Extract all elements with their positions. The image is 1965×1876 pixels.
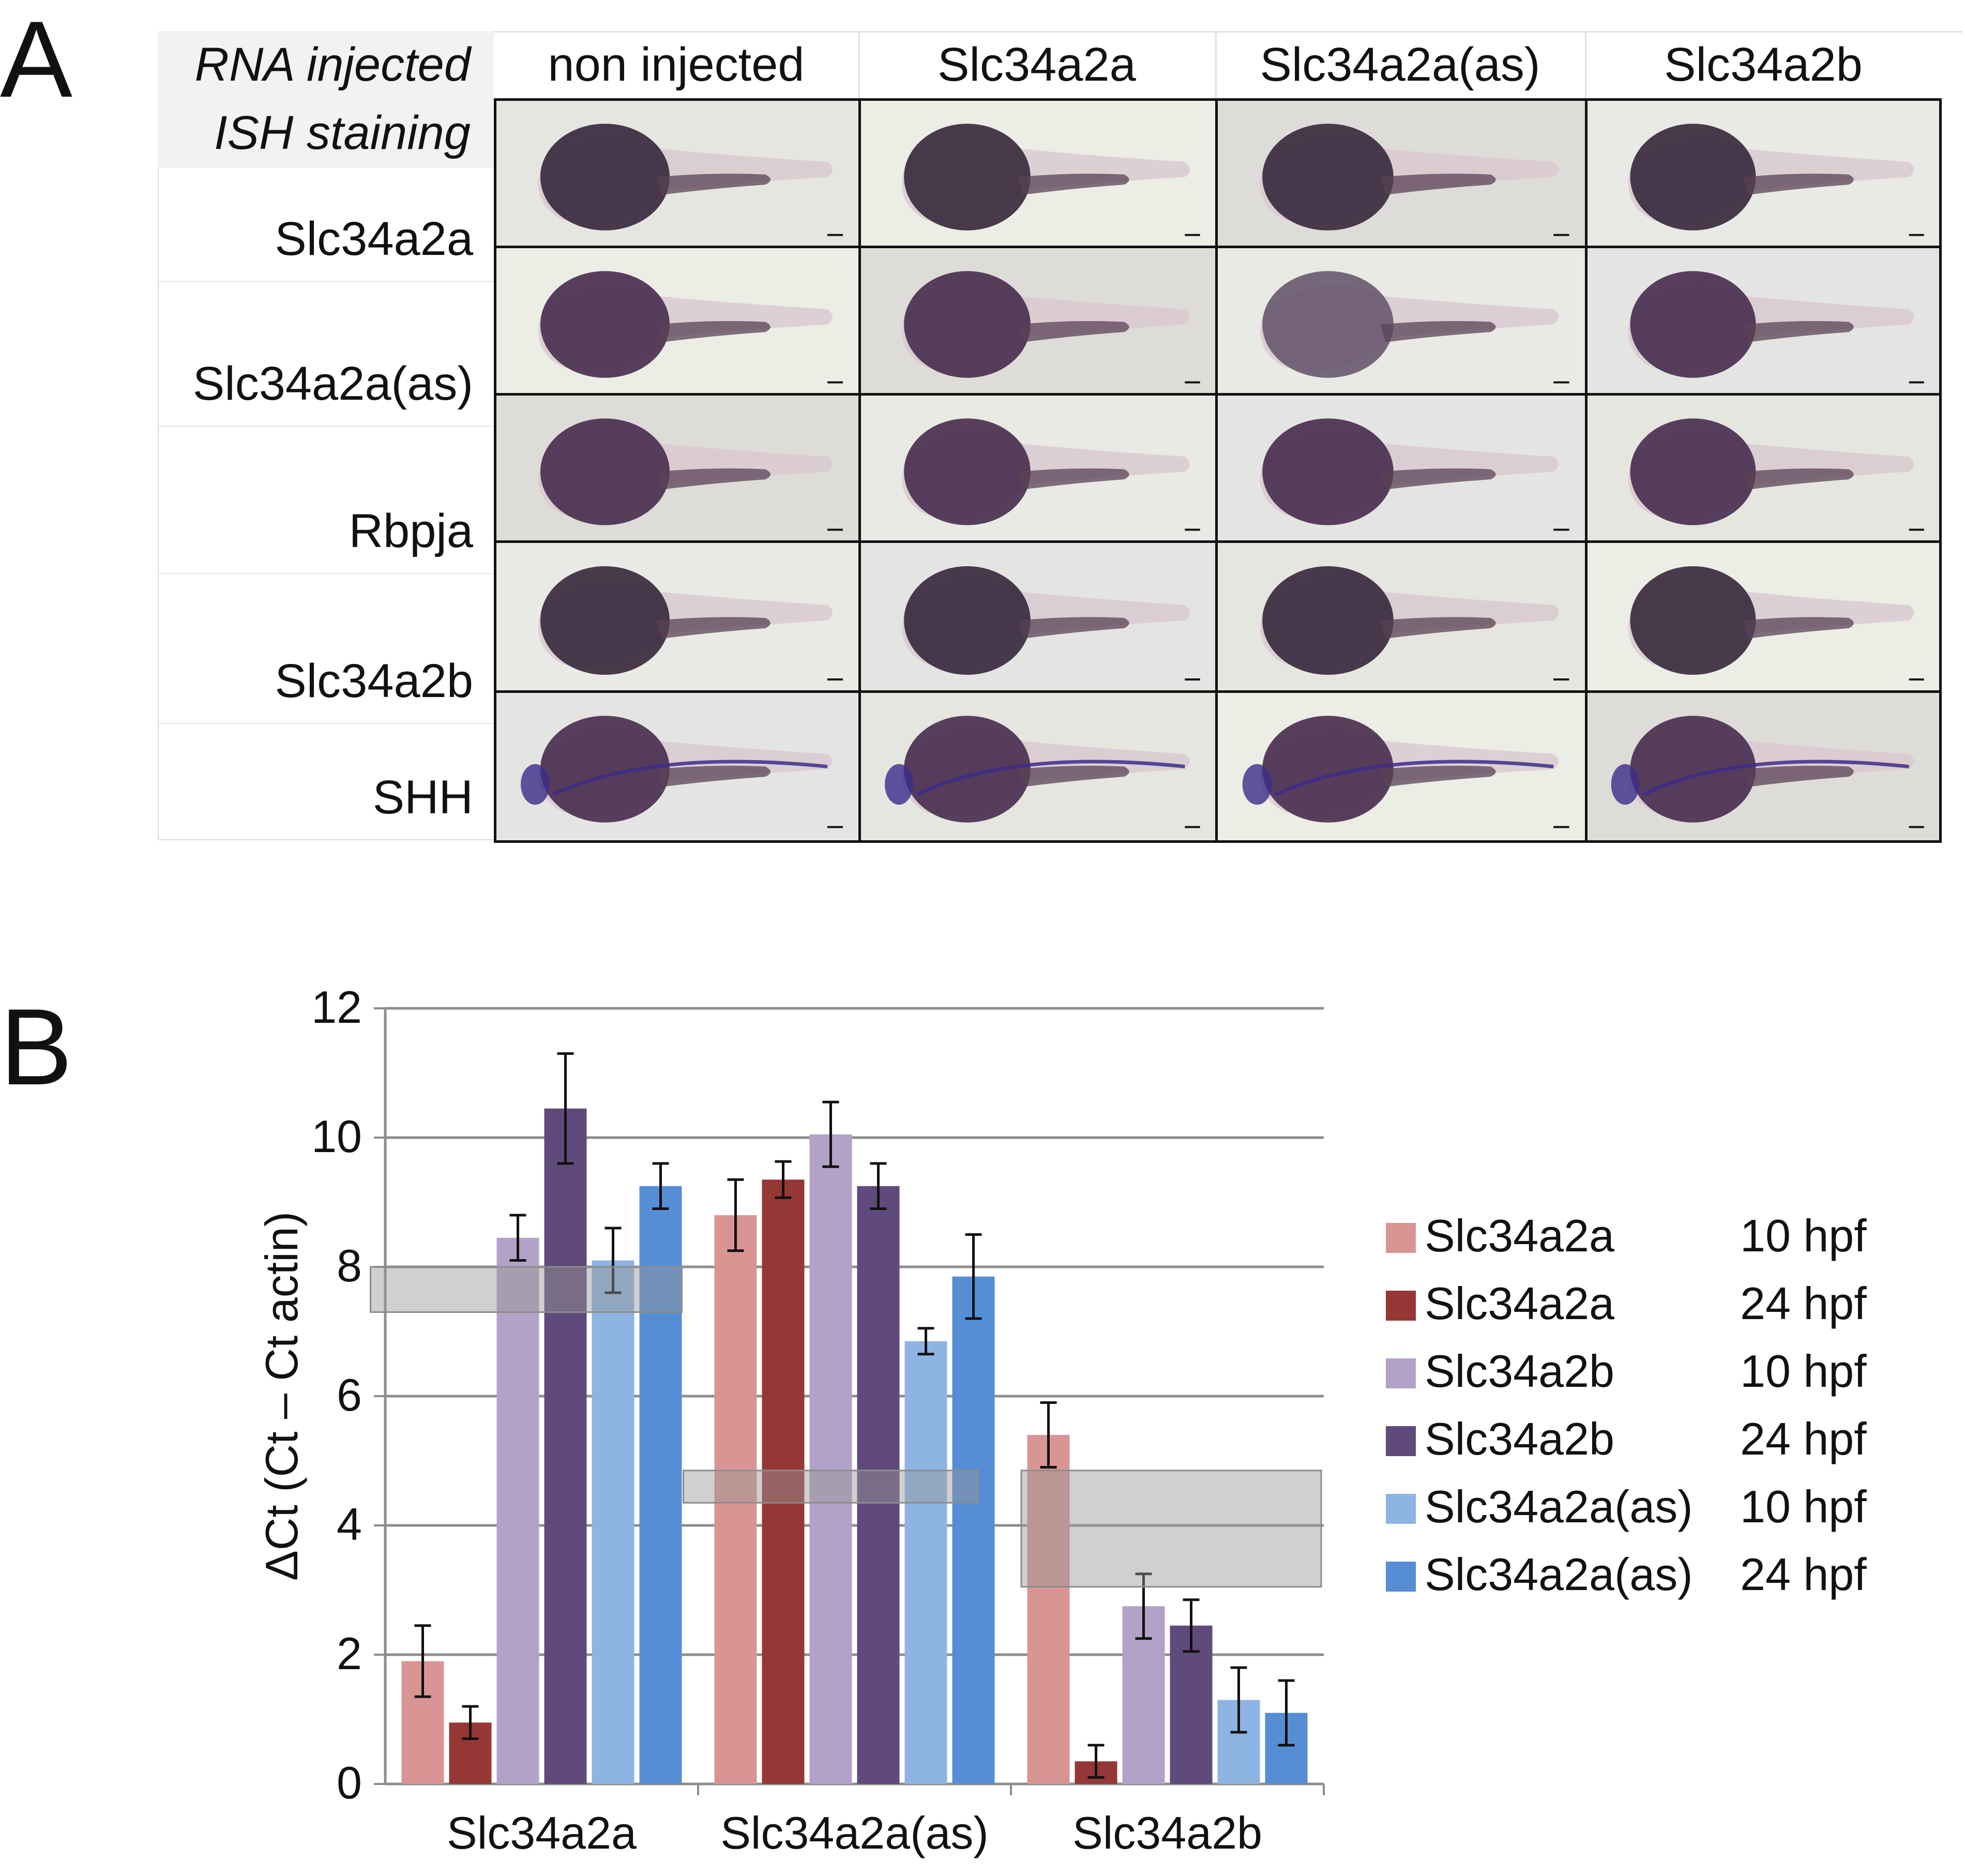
legend-swatch bbox=[1386, 1223, 1416, 1253]
y-axis-label: ΔCt (Ct – Ct actin) bbox=[256, 1212, 307, 1581]
column-header-non-injected: non injected bbox=[548, 38, 805, 91]
embryo-image-shh-slc34a2a-as bbox=[1215, 690, 1588, 843]
legend-swatch bbox=[1386, 1562, 1416, 1592]
row-label-slc34a2a: Slc34a2a bbox=[158, 168, 494, 282]
legend-swatch bbox=[1386, 1426, 1416, 1456]
legend-label: Slc34a2b bbox=[1425, 1345, 1614, 1397]
embryo-image-shh-slc34a2b bbox=[1585, 690, 1942, 843]
legend-stage: 10 hpf bbox=[1740, 1210, 1867, 1261]
embryo-image-slc34a2a-slc34a2a bbox=[858, 98, 1218, 251]
column-header-slc34a2a: Slc34a2a bbox=[938, 38, 1136, 91]
panel-b-letter: B bbox=[0, 986, 73, 1108]
column-separator bbox=[1585, 31, 1586, 98]
bar bbox=[809, 1134, 852, 1784]
legend-stage: 24 hpf bbox=[1740, 1549, 1867, 1600]
legend-stage: 10 hpf bbox=[1740, 1345, 1867, 1397]
legend-label: Slc34a2a bbox=[1425, 1210, 1614, 1261]
row-label-rbpja: Rbpja bbox=[158, 427, 494, 574]
embryo-image-slc34a2b-slc34a2a-as bbox=[1215, 540, 1588, 695]
bar bbox=[714, 1215, 757, 1784]
chart-svg: 0 2 4 6 8 10 12 ΔCt (Ct – Ct actin) Slc34a2a Slc3… bbox=[256, 981, 1867, 1858]
embryo-image-shh-non-injected bbox=[494, 690, 861, 843]
legend-stage: 24 hpf bbox=[1740, 1278, 1867, 1329]
bar bbox=[544, 1108, 587, 1784]
legend-swatch bbox=[1386, 1494, 1416, 1524]
embryo-image-rbpja-slc34a2a-as bbox=[1215, 393, 1588, 546]
bar bbox=[496, 1237, 539, 1784]
legend-label: Slc34a2a bbox=[1425, 1278, 1614, 1329]
bar bbox=[639, 1186, 682, 1784]
legend-swatch bbox=[1386, 1291, 1416, 1321]
embryo-image-shh-slc34a2a bbox=[858, 690, 1218, 843]
bar bbox=[592, 1260, 634, 1784]
legend-stage: 10 hpf bbox=[1740, 1481, 1867, 1532]
embryo-image-slc34a2a-slc34a2b bbox=[1585, 98, 1942, 251]
embryo-image-rbpja-non-injected bbox=[494, 393, 861, 546]
embryo-image-slc34a2b-non-injected bbox=[494, 540, 861, 695]
shaded-band bbox=[683, 1470, 979, 1504]
bar bbox=[952, 1276, 995, 1784]
rna-injected-header: RNA injected bbox=[158, 31, 494, 98]
category-label: Slc34a2a(as) bbox=[720, 1807, 989, 1858]
row-label-shh: SHH bbox=[158, 724, 494, 840]
bar bbox=[1027, 1435, 1070, 1784]
y-tick-label: 0 bbox=[337, 1757, 362, 1808]
y-tick-label: 10 bbox=[311, 1111, 362, 1162]
bar bbox=[904, 1341, 947, 1784]
embryo-image-slc34a2a-as-slc34a2a bbox=[858, 246, 1218, 398]
grid-left-rule bbox=[158, 31, 159, 840]
column-header-slc34a2b: Slc34a2b bbox=[1664, 38, 1863, 91]
embryo-image-slc34a2b-slc34a2a bbox=[858, 540, 1218, 695]
embryo-image-slc34a2a-slc34a2a-as bbox=[1215, 98, 1588, 251]
shaded-band bbox=[370, 1266, 683, 1313]
embryo-image-slc34a2a-as-slc34a2a-as bbox=[1215, 246, 1588, 398]
y-tick-label: 8 bbox=[337, 1240, 362, 1291]
qpcr-bar-chart: 0 2 4 6 8 10 12 ΔCt (Ct – Ct actin) Slc34a2a Slc3… bbox=[0, 962, 1965, 1873]
row-label-slc34a2a-as: Slc34a2a(as) bbox=[158, 282, 494, 427]
legend-label: Slc34a2b bbox=[1425, 1413, 1614, 1464]
embryo-image-slc34a2a-non-injected bbox=[494, 98, 861, 251]
y-tick-label: 6 bbox=[337, 1369, 362, 1420]
y-tick-label: 4 bbox=[337, 1499, 362, 1550]
ish-grid: RNA injected ISH staining non injected S… bbox=[158, 31, 1962, 843]
embryo-image-slc34a2a-as-non-injected bbox=[494, 246, 861, 398]
column-separator bbox=[1215, 31, 1217, 98]
bar bbox=[857, 1186, 900, 1784]
grid-top-rule bbox=[158, 31, 1962, 33]
y-tick-label: 2 bbox=[337, 1628, 362, 1679]
shaded-band bbox=[1020, 1470, 1322, 1588]
embryo-image-slc34a2b-slc34a2b bbox=[1585, 540, 1942, 695]
column-separator bbox=[858, 31, 860, 98]
row-label-slc34a2b: Slc34a2b bbox=[158, 574, 494, 724]
category-label: Slc34a2a bbox=[447, 1807, 637, 1858]
embryo-image-rbpja-slc34a2a bbox=[858, 393, 1218, 546]
embryo-image-slc34a2a-as-slc34a2b bbox=[1585, 246, 1942, 398]
embryo-image-rbpja-slc34a2b bbox=[1585, 393, 1942, 546]
legend-swatch bbox=[1386, 1358, 1416, 1388]
y-tick-label: 12 bbox=[311, 981, 362, 1033]
legend-label: Slc34a2a(as) bbox=[1425, 1549, 1693, 1600]
ish-staining-header: ISH staining bbox=[158, 98, 494, 168]
column-header-slc34a2a-as: Slc34a2a(as) bbox=[1260, 38, 1540, 91]
category-label: Slc34a2b bbox=[1072, 1807, 1262, 1858]
legend-label: Slc34a2a(as) bbox=[1425, 1481, 1693, 1532]
panel-a-letter: A bbox=[0, 0, 73, 120]
legend-stage: 24 hpf bbox=[1740, 1413, 1867, 1464]
bar bbox=[762, 1179, 805, 1784]
